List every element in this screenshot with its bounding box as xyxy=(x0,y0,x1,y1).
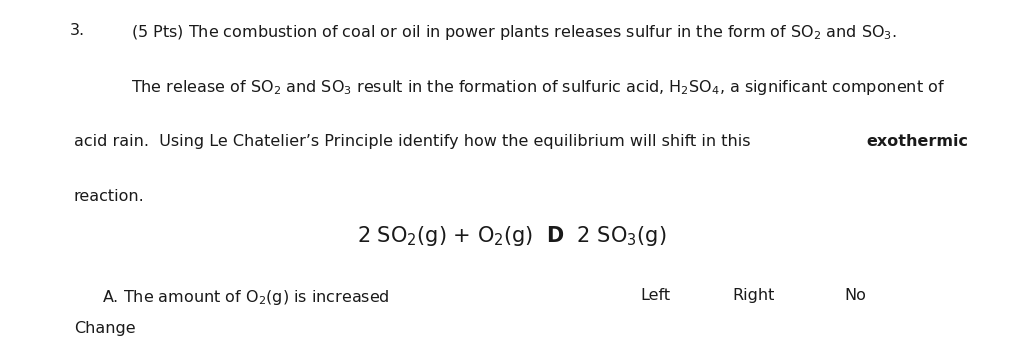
Text: 3.: 3. xyxy=(70,23,85,37)
Text: Left: Left xyxy=(640,288,670,303)
Text: Change: Change xyxy=(74,321,135,336)
Text: 2 SO$_2$(g) + O$_2$(g)  $\mathbf{D}$  2 SO$_3$(g): 2 SO$_2$(g) + O$_2$(g) $\mathbf{D}$ 2 SO… xyxy=(357,224,667,248)
Text: Right: Right xyxy=(732,288,774,303)
Text: reaction.: reaction. xyxy=(74,189,144,204)
Text: (5 Pts) The combustion of coal or oil in power plants releases sulfur in the for: (5 Pts) The combustion of coal or oil in… xyxy=(131,23,897,42)
Text: No: No xyxy=(845,288,866,303)
Text: acid rain.  Using Le Chatelier’s Principle identify how the equilibrium will shi: acid rain. Using Le Chatelier’s Principl… xyxy=(74,134,756,149)
Text: The release of SO$_2$ and SO$_3$ result in the formation of sulfuric acid, H$_2$: The release of SO$_2$ and SO$_3$ result … xyxy=(131,78,945,97)
Text: exothermic: exothermic xyxy=(866,134,969,149)
Text: A. The amount of O$_2$(g) is increased: A. The amount of O$_2$(g) is increased xyxy=(102,288,390,307)
